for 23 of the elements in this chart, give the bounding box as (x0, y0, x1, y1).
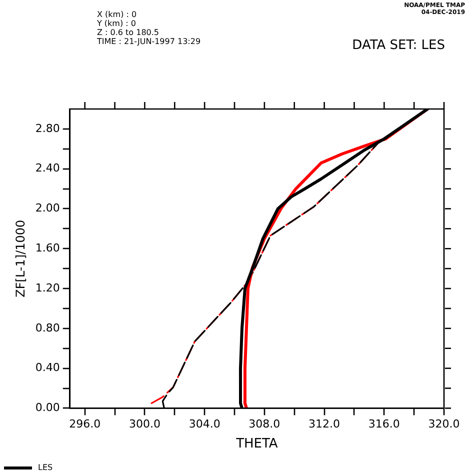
x-tick-label: 304.0 (188, 418, 220, 431)
text: X (km) : 0 (97, 10, 138, 19)
x-tick-label: 312.0 (308, 418, 340, 431)
y-tick-label: 0.80 (35, 321, 60, 334)
y-tick-label: 1.20 (35, 281, 60, 294)
y-tick-label: 2.40 (35, 162, 60, 175)
y-tick-label: 2.00 (35, 202, 60, 215)
x-tick-label: 300.0 (128, 418, 160, 431)
x-tick-label: 320.0 (428, 418, 460, 431)
y-axis-title: ZF[L-1]/1000 (13, 220, 28, 298)
y-tick-label: 0.00 (35, 401, 60, 414)
y-tick-label: 1.60 (35, 241, 60, 254)
text: TIME : 21-JUN-1997 13:29 (97, 37, 201, 46)
text: Y (km) : 0 (97, 19, 137, 28)
legend-label: LES (38, 463, 53, 472)
y-tick-label: 0.40 (35, 361, 60, 374)
text: Z : 0.6 to 180.5 (97, 28, 160, 37)
x-tick-label: 308.0 (248, 418, 280, 431)
x-tick-label: 316.0 (368, 418, 400, 431)
x-tick-label: 296.0 (69, 418, 101, 431)
x-axis-title: THETA (235, 436, 278, 452)
chart-title: DATA SET: LES (352, 38, 445, 53)
y-tick-label: 2.80 (35, 122, 60, 135)
